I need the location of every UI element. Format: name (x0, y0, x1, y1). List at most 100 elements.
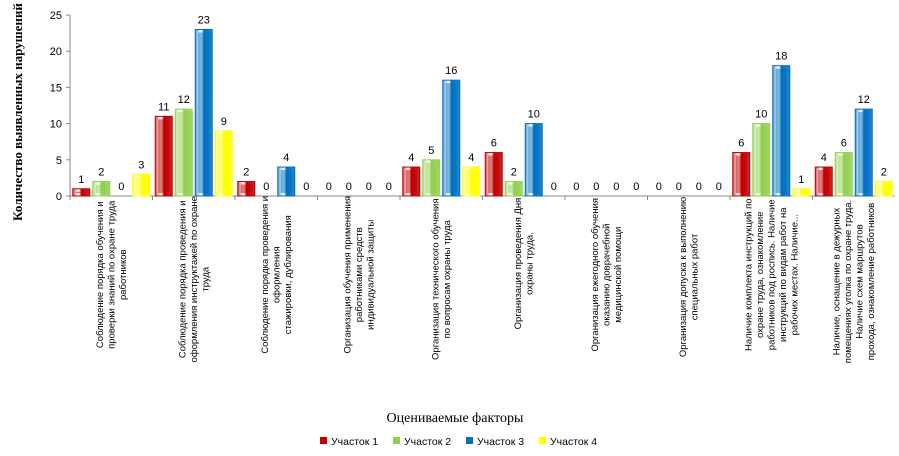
data-label: 5 (428, 145, 434, 157)
x-tick-label: специальных работ (690, 233, 701, 320)
x-tick-label: проверки знаний по охране труда (106, 200, 117, 349)
x-tick-label: инструкций по видам работ на (778, 207, 789, 342)
data-label: 0 (551, 181, 557, 193)
data-label: 0 (118, 181, 124, 193)
data-label: 0 (386, 181, 392, 193)
x-tick-label: Наличие схем маршрутов (855, 224, 866, 338)
legend-swatch (466, 437, 473, 444)
data-label: 23 (198, 14, 210, 26)
x-tick-label: труда (200, 266, 211, 292)
legend-swatch (393, 437, 400, 444)
data-label: 0 (633, 181, 639, 193)
data-label: 0 (366, 181, 372, 193)
data-label: 12 (858, 94, 870, 106)
x-tick-label: Организация технического обучения (431, 199, 442, 360)
bar-bevel (838, 155, 850, 193)
data-label: 6 (841, 138, 847, 150)
bar-bevel (465, 170, 477, 193)
data-label: 2 (243, 167, 249, 179)
x-tick-label: Соблюдение порядка проведения и (260, 196, 271, 354)
data-label: 0 (593, 181, 599, 193)
bar-bevel (240, 184, 252, 193)
bar-bevel (508, 184, 520, 193)
x-tick-label: оформления инструктажей по охране (189, 196, 200, 362)
bar-bevel (818, 170, 830, 193)
bar-bevel (488, 155, 500, 193)
bar-bevel (158, 119, 170, 193)
bar-bevel (878, 184, 890, 193)
x-tick-label: Наличие комплекта инструкций по (743, 198, 754, 351)
x-tick-label: работниками средств (354, 227, 365, 322)
bar-bevel (198, 32, 210, 194)
y-tick-label: 15 (50, 82, 62, 94)
legend: Участок 1 Участок 2 Участок 3 Участок 4 (320, 436, 597, 448)
bar-bevel (755, 126, 767, 193)
x-tick-label: Соблюдение порядка проведения и (177, 200, 188, 358)
x-tick-label: стажировки, дублирования (283, 215, 294, 334)
data-label: 0 (656, 181, 662, 193)
x-tick-label: работников под роспись. Наличие (766, 199, 777, 350)
legend-swatch (539, 437, 546, 444)
legend-label: Участок 1 (331, 436, 378, 448)
x-tick-label: Организация ежегодного обучения (590, 198, 601, 352)
data-label: 0 (346, 181, 352, 193)
data-label: 0 (303, 181, 309, 193)
bar-bevel (735, 155, 747, 193)
bar-bevel (280, 170, 292, 193)
bar-bevel (445, 83, 457, 193)
data-label: 0 (676, 181, 682, 193)
data-label: 4 (283, 152, 289, 164)
bar-bevel (795, 191, 807, 193)
x-tick-labels: Соблюдение порядка обучения и проверки зн… (95, 196, 877, 363)
bar-bevel (405, 170, 417, 193)
data-label: 1 (798, 174, 804, 186)
x-tick-label: охране труда, ознакомление (755, 211, 766, 338)
data-label: 12 (178, 94, 190, 106)
bar-bevel (858, 112, 870, 193)
legend-swatch (320, 437, 327, 444)
bar-bevel (95, 184, 107, 193)
data-label: 11 (158, 101, 169, 113)
data-label: 10 (528, 109, 540, 121)
bar-bevel (178, 112, 190, 193)
data-label: 1 (78, 174, 84, 186)
x-tick-label: Организация допуска к выполнению (678, 197, 689, 357)
y-tick-label: 0 (56, 191, 62, 203)
y-tick-label: 20 (50, 46, 62, 58)
data-label: 0 (696, 181, 702, 193)
x-tick-label: Организация проведения Дня (513, 198, 524, 330)
data-label: 9 (221, 116, 227, 128)
bar-bevel (218, 133, 230, 193)
data-label: 0 (613, 181, 619, 193)
data-label: 2 (881, 167, 887, 179)
data-label: 4 (468, 152, 474, 164)
data-label: 16 (445, 65, 457, 77)
data-label: 3 (138, 159, 144, 171)
bar-bevel (75, 191, 87, 193)
y-tick-label: 25 (50, 10, 62, 22)
legend-label: Участок 4 (550, 436, 597, 448)
data-label: 2 (98, 167, 104, 179)
x-tick-label: прохода, ознакомление работников (866, 203, 877, 360)
x-tick-label: медицинской помощи (613, 227, 624, 323)
data-label: 0 (263, 181, 269, 193)
bar-bevel (135, 177, 147, 193)
data-label: 0 (326, 181, 332, 193)
x-tick-label: охраны труда. (525, 232, 536, 295)
data-label: 4 (821, 152, 827, 164)
data-label: 18 (775, 51, 787, 63)
x-tick-label: оказанию доврачебной (601, 224, 612, 326)
data-label: 0 (716, 181, 722, 193)
bar-bevel (775, 68, 787, 193)
x-tick-label: Организация обучения применения (342, 196, 353, 354)
y-tick-label: 10 (50, 119, 62, 131)
x-tick-label: Наличие, оснащение в дежурных (832, 208, 843, 356)
data-label: 6 (491, 138, 497, 150)
x-tick-label: по вопросам охраны труда (442, 219, 453, 338)
x-tick-label: индивидуальной защиты (365, 220, 376, 330)
data-label: 4 (408, 152, 414, 164)
data-label: 10 (755, 109, 767, 121)
x-tick-label: рабочих местах. Наличие... (789, 214, 800, 335)
